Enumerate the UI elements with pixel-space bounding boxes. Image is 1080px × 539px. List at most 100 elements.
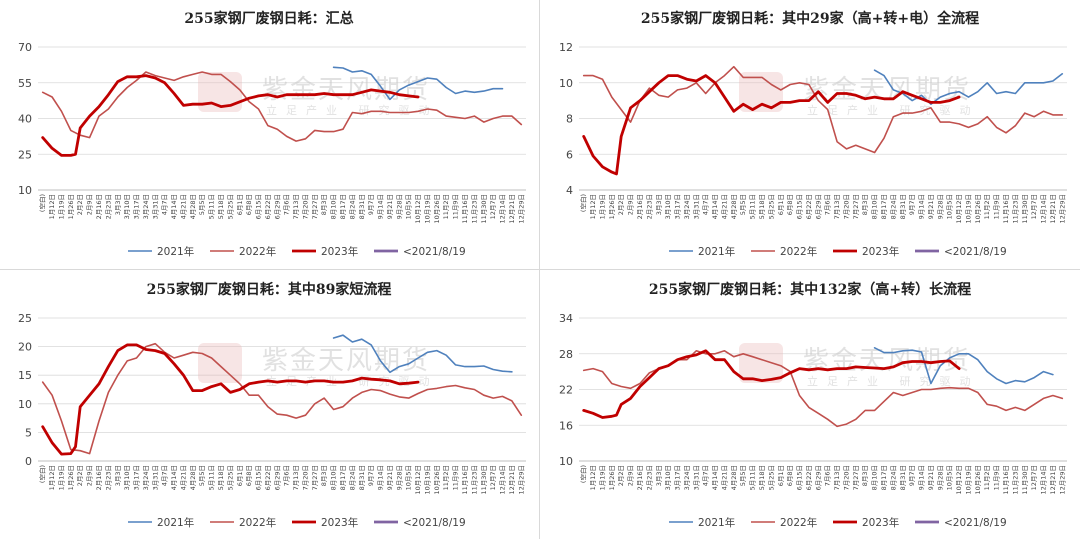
- x-tick-label: 2月16日: [95, 194, 103, 219]
- x-tick-label: 8月17日: [339, 465, 347, 490]
- x-tick-label: 8月17日: [880, 194, 888, 219]
- watermark-logo: [739, 72, 783, 112]
- series-line-2: [582, 74, 961, 176]
- x-tick-label: 8月3日: [861, 465, 869, 486]
- x-tick-label: 7月27日: [311, 465, 319, 490]
- x-tick-label: 10月12日: [955, 194, 963, 224]
- legend-label: <2021/8/19: [403, 246, 466, 258]
- x-tick-label: 2月9日: [86, 465, 94, 486]
- x-tick-label: 4月7日: [161, 194, 169, 215]
- chart-svg: 255家钢厂废钢日耗：其中132家（高+转）长流程 10 16 22 28 34 紫金天风期…: [559, 281, 1067, 529]
- x-tick-label: 3月10日: [123, 194, 131, 219]
- x-tick-label: 12月7日: [489, 194, 497, 219]
- x-tick-label: 3月31日: [692, 194, 700, 219]
- legend-label: <2021/8/19: [944, 517, 1007, 529]
- x-tick-label: 2月16日: [636, 465, 644, 490]
- x-tick-label: 8月3日: [861, 194, 869, 215]
- x-tick-label: 7月6日: [824, 194, 832, 215]
- legend: 2021年 2022年 2023年 <2021/8/19: [669, 516, 1007, 529]
- x-tick-label: 9月14日: [377, 465, 385, 490]
- x-tick-label: 12月14日: [1040, 465, 1048, 495]
- x-tick-label: 6月22日: [264, 194, 272, 219]
- legend-label: 2023年: [862, 245, 899, 258]
- y-tick-label: 12: [559, 41, 573, 54]
- x-tick-label: 9月14日: [918, 194, 926, 219]
- x-tick-label: 10月26日: [974, 465, 982, 495]
- x-tick-label: 10月26日: [433, 194, 441, 224]
- y-tick-label: 6: [566, 148, 573, 161]
- x-tick-label: 3月17日: [674, 194, 682, 219]
- series-line-0: [873, 69, 1064, 105]
- x-tick-label: 6月8日: [245, 194, 253, 215]
- x-tick-label: 3月17日: [674, 465, 682, 490]
- x-tick-label: 10月26日: [974, 194, 982, 224]
- x-tick-label: 6月8日: [245, 465, 253, 486]
- x-tick-label: 9月28日: [936, 465, 944, 490]
- series-line-0: [332, 334, 513, 374]
- x-tick-label: 6月1日: [236, 194, 244, 215]
- x-tick-label: 5月5日: [739, 194, 747, 215]
- x-tick-label: 1月12日: [48, 194, 56, 219]
- x-tick-label: 5月18日: [217, 465, 225, 490]
- series-line-1: [41, 342, 523, 455]
- x-tick-label: 12月14日: [499, 465, 507, 495]
- x-tick-label: 11月23日: [470, 465, 478, 495]
- x-tick-label: 6月29日: [273, 465, 281, 490]
- x-tick-label: 9月7日: [367, 194, 375, 215]
- x-tick-label: 12月29日: [1058, 194, 1066, 224]
- x-tick-label: 5月11日: [749, 194, 757, 219]
- x-tick-label: 2月2日: [617, 194, 625, 215]
- x-tick-label: 1月26日: [608, 465, 616, 490]
- x-tick-label: 6月8日: [786, 194, 794, 215]
- x-tick-label: 2月16日: [95, 465, 103, 490]
- watermark-sub: 立足产业 研究驱动: [807, 103, 980, 117]
- legend-label: 2022年: [780, 245, 817, 258]
- x-tick-label: 11月9日: [452, 465, 460, 490]
- y-tick-label: 10: [559, 455, 573, 468]
- x-tick-label: 3月3日: [114, 465, 122, 486]
- x-tick-label: 3月3日: [655, 465, 663, 486]
- y-tick-label: 0: [25, 455, 32, 468]
- x-tick-label: 10月12日: [955, 465, 963, 495]
- x-tick-label: 4月14日: [711, 194, 719, 219]
- x-tick-label: 10月19日: [964, 465, 972, 495]
- x-tick-label: 11月23日: [1011, 194, 1019, 224]
- legend-label: 2022年: [780, 516, 817, 529]
- x-tick-label: 8月31日: [899, 465, 907, 490]
- x-tick-label: 6月29日: [273, 194, 281, 219]
- watermark-logo: [739, 343, 783, 383]
- legend: 2021年 2022年 2023年 <2021/8/19: [128, 516, 466, 529]
- x-tick-label: 3月24日: [683, 465, 691, 490]
- x-tick-label: 4月28日: [730, 194, 738, 219]
- x-tick-label: 12月7日: [1030, 194, 1038, 219]
- chart-svg: 255家钢厂废钢日耗：其中89家短流程 0 5 10 15 20 25 紫金天风期货立足产业 …: [18, 281, 526, 529]
- x-tick-label: 7月13日: [292, 194, 300, 219]
- x-tick-label: 7月20日: [301, 465, 309, 490]
- x-tick-label: 12月14日: [499, 194, 507, 224]
- x-tick-label: 9月28日: [936, 194, 944, 219]
- x-tick-label: 4月7日: [161, 465, 169, 486]
- x-tick-label: 9月14日: [918, 465, 926, 490]
- x-tick-label: 2月9日: [627, 465, 635, 486]
- x-tick-label: 9月7日: [908, 465, 916, 486]
- x-tick-label: 8月24日: [348, 465, 356, 490]
- chart-title: 255家钢厂废钢日耗：汇总: [184, 10, 353, 27]
- x-tick-label: 4月21日: [720, 194, 728, 219]
- x-tick-label: 11月2日: [983, 194, 991, 219]
- y-tick-label: 40: [18, 113, 32, 126]
- x-tick-label: 2月23日: [104, 465, 112, 490]
- x-tick-label: 9月21日: [927, 465, 935, 490]
- x-tick-label: 12月29日: [517, 465, 525, 495]
- x-tick-label: 7月20日: [842, 465, 850, 490]
- x-tick-label: 1月12日: [48, 465, 56, 490]
- x-tick-label: 2月9日: [86, 194, 94, 215]
- legend-label: <2021/8/19: [403, 517, 466, 529]
- x-tick-label: 7月13日: [292, 465, 300, 490]
- x-tick-label: (空白): [38, 465, 47, 483]
- x-tick-label: 12月21日: [508, 194, 516, 224]
- x-tick-label: 2月9日: [627, 194, 635, 215]
- x-tick-label: 4月28日: [730, 465, 738, 490]
- x-tick-label: 10月5日: [405, 465, 413, 490]
